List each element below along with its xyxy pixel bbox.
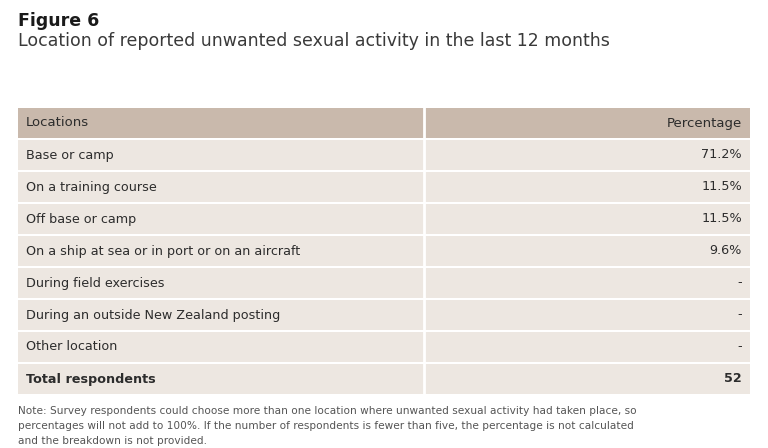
Bar bbox=[18, 332, 750, 362]
Bar bbox=[18, 140, 750, 170]
Bar bbox=[18, 108, 750, 138]
Text: 11.5%: 11.5% bbox=[701, 181, 742, 194]
Text: On a ship at sea or in port or on an aircraft: On a ship at sea or in port or on an air… bbox=[26, 245, 300, 258]
Bar bbox=[18, 172, 750, 202]
Text: On a training course: On a training course bbox=[26, 181, 157, 194]
Text: -: - bbox=[737, 276, 742, 289]
Text: Base or camp: Base or camp bbox=[26, 148, 114, 161]
Text: 9.6%: 9.6% bbox=[710, 245, 742, 258]
Text: Figure 6: Figure 6 bbox=[18, 12, 99, 30]
Text: Percentage: Percentage bbox=[667, 116, 742, 129]
Text: Locations: Locations bbox=[26, 116, 89, 129]
Text: Location of reported unwanted sexual activity in the last 12 months: Location of reported unwanted sexual act… bbox=[18, 32, 610, 50]
Bar bbox=[18, 236, 750, 266]
Text: -: - bbox=[737, 340, 742, 353]
Text: Note: Survey respondents could choose more than one location where unwanted sexu: Note: Survey respondents could choose mo… bbox=[18, 406, 637, 446]
Bar bbox=[18, 300, 750, 330]
Bar bbox=[18, 268, 750, 298]
Text: 11.5%: 11.5% bbox=[701, 212, 742, 225]
Text: During an outside New Zealand posting: During an outside New Zealand posting bbox=[26, 309, 280, 322]
Text: During field exercises: During field exercises bbox=[26, 276, 164, 289]
Text: Off base or camp: Off base or camp bbox=[26, 212, 136, 225]
Text: 52: 52 bbox=[724, 372, 742, 385]
Bar bbox=[18, 364, 750, 394]
Text: 71.2%: 71.2% bbox=[701, 148, 742, 161]
Bar bbox=[18, 204, 750, 234]
Text: Total respondents: Total respondents bbox=[26, 372, 156, 385]
Text: -: - bbox=[737, 309, 742, 322]
Text: Other location: Other location bbox=[26, 340, 118, 353]
